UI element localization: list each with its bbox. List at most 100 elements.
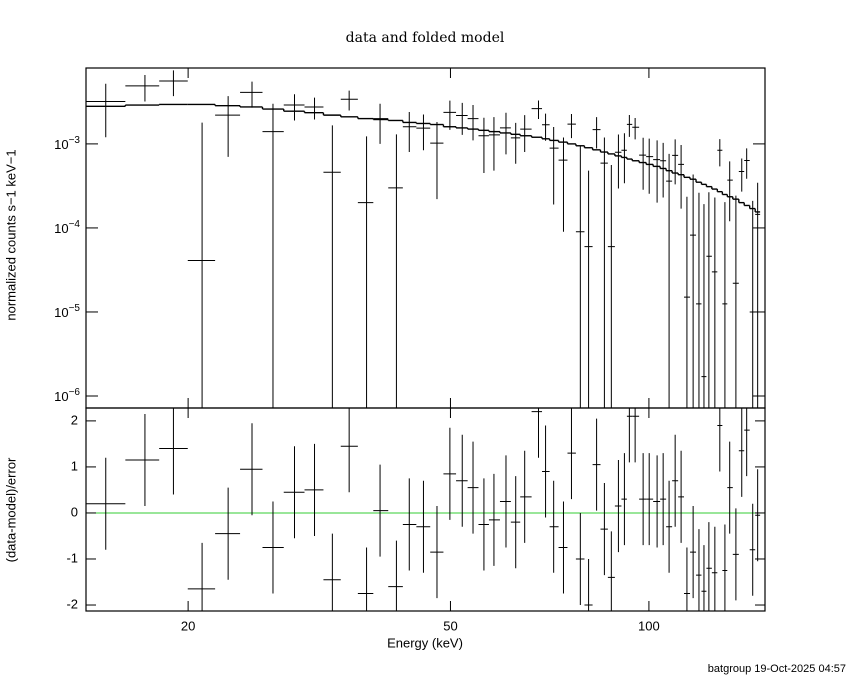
error-bar [646, 453, 654, 546]
y-tick-label: 10−4 [54, 219, 80, 237]
error-bar [639, 453, 647, 546]
error-bar [467, 441, 479, 534]
error-bar [283, 94, 305, 121]
error-bar [549, 126, 559, 205]
error-bar [626, 114, 633, 137]
error-bar [696, 192, 702, 408]
error-bar [744, 408, 750, 477]
residual-plot [86, 408, 765, 611]
error-bar [416, 480, 431, 573]
error-bar [755, 469, 761, 562]
error-bar [240, 81, 263, 108]
error-bar [666, 153, 673, 408]
error-bar [558, 501, 568, 594]
error-bar [749, 503, 756, 596]
error-bar [159, 408, 188, 495]
error-bar [323, 533, 341, 611]
error-bar [430, 506, 444, 599]
plot-frame [85, 407, 766, 612]
error-bar [678, 145, 685, 209]
error-bar [125, 413, 160, 507]
error-bar [717, 408, 723, 472]
error-bar [646, 138, 654, 194]
error-bar [86, 83, 126, 138]
error-bar [262, 501, 284, 594]
error-bar [672, 139, 679, 185]
error-bar [467, 105, 479, 141]
x-tick-label: 100 [638, 618, 660, 633]
chart-title: data and folded model [346, 30, 505, 46]
error-bar [653, 455, 661, 548]
error-bar [607, 165, 615, 408]
error-bar [701, 204, 707, 408]
error-bar [215, 96, 241, 157]
error-bar [499, 455, 511, 548]
error-bar [660, 142, 667, 198]
error-bar [614, 134, 622, 189]
error-bar [443, 427, 457, 520]
error-bar [187, 542, 216, 611]
error-bar [510, 476, 521, 569]
error-bar [592, 117, 601, 149]
error-bar [125, 75, 160, 102]
y-tick-label: 10−5 [54, 303, 80, 321]
x-tick-label: 20 [181, 618, 195, 633]
error-bar [755, 182, 761, 408]
top-plot [86, 70, 761, 408]
error-bar [660, 453, 667, 546]
error-bar [639, 137, 647, 190]
error-bar [159, 70, 188, 97]
error-bar [678, 450, 685, 543]
error-bar [621, 133, 627, 184]
error-bar [388, 134, 403, 408]
error-bar [187, 122, 216, 408]
error-bar [304, 443, 324, 536]
error-bar [340, 90, 358, 111]
error-bar [357, 136, 374, 408]
error-bar [542, 425, 550, 518]
error-bar [558, 137, 568, 232]
error-bar [727, 441, 733, 534]
error-bar [357, 547, 374, 611]
x-tick-label: 50 [443, 618, 457, 633]
error-bar [520, 450, 532, 543]
error-bar [749, 200, 756, 408]
error-bar [706, 192, 712, 408]
error-bar [430, 122, 444, 200]
y-tick-label: 10−3 [54, 135, 80, 153]
error-bar [575, 145, 585, 408]
error-bar [240, 423, 263, 516]
error-bar [621, 453, 627, 546]
y-tick-label: -2 [66, 596, 78, 611]
error-bar [86, 457, 126, 550]
error-bar [684, 547, 691, 611]
error-bar [607, 531, 615, 611]
error-bar [402, 478, 417, 571]
error-bar [443, 100, 457, 130]
error-bar [722, 202, 728, 408]
error-bar [614, 460, 622, 553]
error-bar [690, 174, 697, 408]
error-bar [653, 140, 661, 203]
y-tick-label: 0 [71, 504, 78, 519]
error-bar [672, 434, 679, 527]
error-bar [402, 111, 417, 153]
error-bar [388, 540, 403, 611]
y-tick-label: 1 [71, 458, 78, 473]
error-bar [584, 558, 593, 611]
error-bar [567, 113, 576, 139]
error-bar [542, 113, 550, 141]
error-bar [373, 464, 389, 557]
error-bar [488, 117, 500, 171]
x-axis-label: Energy (keV) [387, 635, 463, 650]
error-bar [510, 122, 521, 164]
error-bar [531, 408, 543, 458]
error-bar [738, 408, 745, 497]
error-bar [684, 196, 691, 408]
error-bar [575, 512, 585, 606]
error-bar [732, 195, 739, 408]
error-bar [373, 103, 389, 144]
error-bar [732, 508, 739, 601]
y-axis-label: normalized counts s−1 keV−1 [3, 149, 18, 320]
error-bar [744, 148, 750, 179]
